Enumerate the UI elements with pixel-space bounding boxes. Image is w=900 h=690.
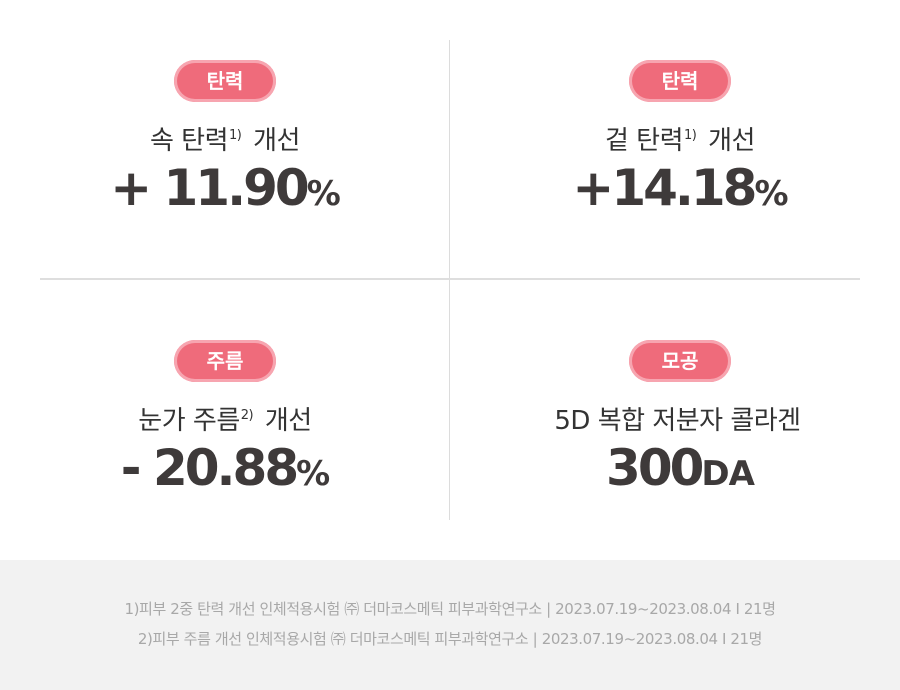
stat-card-outer-elasticity: 탄력 겉 탄력1) 개선 +14.18% — [455, 60, 900, 222]
category-badge: 모공 — [629, 340, 731, 382]
stat-card-eye-wrinkle: 주름 눈가 주름2) 개선 - 20.88% — [0, 340, 450, 502]
stat-label: 눈가 주름2) 개선 — [138, 406, 312, 436]
vertical-divider — [449, 40, 450, 520]
stat-label: 겉 탄력1) 개선 — [605, 126, 755, 156]
category-badge: 탄력 — [174, 60, 276, 102]
footnote-2: 2)피부 주름 개선 인체적용시험 ㈜ 더마코스메틱 피부과학연구소 | 202… — [137, 630, 763, 648]
stat-value: +14.18% — [572, 159, 788, 217]
stat-value: + 11.90% — [110, 159, 341, 217]
stat-card-pore-collagen: 모공 5D 복합 저분자 콜라겐 300DA — [455, 340, 900, 502]
category-badge: 탄력 — [629, 60, 731, 102]
stat-label: 5D 복합 저분자 콜라겐 — [554, 406, 801, 436]
stats-grid: 탄력 속 탄력1) 개선 + 11.90% 탄력 겉 탄력1) 개선 +14.1… — [0, 40, 900, 520]
category-badge: 주름 — [174, 340, 276, 382]
stat-label: 속 탄력1) 개선 — [150, 126, 300, 156]
footnotes-section: 1)피부 2중 탄력 개선 인체적용시험 ㈜ 더마코스메틱 피부과학연구소 | … — [0, 560, 900, 690]
horizontal-divider — [40, 278, 860, 280]
stat-card-inner-elasticity: 탄력 속 탄력1) 개선 + 11.90% — [0, 60, 450, 222]
footnote-1: 1)피부 2중 탄력 개선 인체적용시험 ㈜ 더마코스메틱 피부과학연구소 | … — [124, 600, 776, 618]
stat-value: - 20.88% — [120, 439, 330, 497]
stat-value: 300DA — [606, 439, 755, 497]
